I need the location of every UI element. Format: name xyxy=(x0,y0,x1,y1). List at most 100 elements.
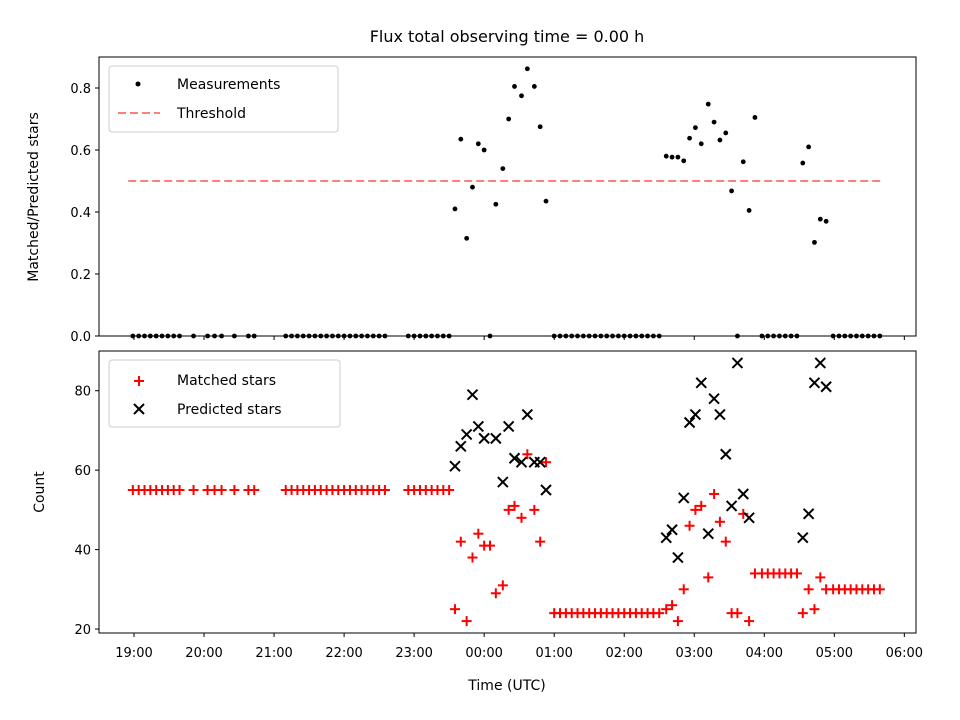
legend-predicted-marker xyxy=(133,403,145,415)
bottom-marks xyxy=(127,357,885,627)
matched-star-point xyxy=(672,616,683,627)
predicted-star-point xyxy=(720,448,732,460)
matched-star-point xyxy=(815,572,826,583)
matched-star-point xyxy=(661,604,672,615)
matched-star-point xyxy=(797,608,808,619)
measurement-point xyxy=(452,206,458,212)
predicted-star-point xyxy=(515,456,528,468)
measurement-point xyxy=(698,141,704,147)
predicted-star-point xyxy=(731,357,744,369)
predicted-star-b xyxy=(720,448,732,460)
top-legend[interactable]: Measurements Threshold xyxy=(108,65,339,133)
matched-star-point xyxy=(703,572,714,583)
matched-star-point xyxy=(444,485,455,496)
matched-star-point xyxy=(449,604,460,615)
predicted-star-b xyxy=(714,408,726,421)
predicted-star-point xyxy=(508,452,521,464)
predicted-star-point xyxy=(497,476,509,488)
predicted-star-b xyxy=(502,420,515,433)
predicted-star-b xyxy=(820,381,832,393)
matched-star-point xyxy=(216,485,227,496)
predicted-star-point xyxy=(725,500,738,512)
matched-star-point xyxy=(803,584,814,595)
bottom-legend-box xyxy=(108,359,341,428)
measurement-point xyxy=(746,208,752,213)
predicted-star-point xyxy=(534,456,546,468)
measurement-point xyxy=(475,141,481,147)
measurement-point xyxy=(464,235,470,241)
predicted-star-point xyxy=(466,388,479,401)
x-tick-label: 22:00 xyxy=(325,646,362,661)
measurement-point xyxy=(752,115,758,120)
predicted-star-point xyxy=(502,420,515,433)
matched-star-point xyxy=(229,485,240,496)
predicted-star-b xyxy=(666,524,678,536)
x-tick-label: 06:00 xyxy=(886,646,923,661)
predicted-star-point xyxy=(689,408,702,421)
matched-star-point xyxy=(678,584,689,595)
predicted-star-b xyxy=(508,452,521,464)
legend-matched-marker xyxy=(134,376,144,386)
predicted-star-point xyxy=(660,531,672,544)
measurement-point xyxy=(687,135,692,141)
matched-star-point xyxy=(709,488,720,499)
x-axis-label: Time (UTC) xyxy=(467,678,545,694)
bottom-panel: 19:00 20:00 21:00 22:00 23:00 00:00 01:00 02:00… xyxy=(32,350,923,694)
predicted-star-b xyxy=(695,377,707,389)
top-y-tick-label: 0.0 xyxy=(70,330,91,345)
bottom-legend[interactable]: Matched stars Predicted stars xyxy=(108,359,341,428)
predicted-star-b xyxy=(678,492,690,504)
predicted-star-b xyxy=(737,488,749,500)
matched-star-point xyxy=(809,604,820,615)
measurement-point xyxy=(740,159,746,165)
bottom-y-tick-label: 20 xyxy=(74,623,91,638)
x-tick-label: 02:00 xyxy=(605,646,642,661)
matched-star-point xyxy=(503,504,514,515)
predicted-star-b xyxy=(478,432,490,445)
measurement-point xyxy=(470,184,475,190)
measurement-point xyxy=(675,154,681,160)
top-axes-frame xyxy=(98,56,917,337)
predicted-star-b xyxy=(702,527,714,540)
x-tick-label: 03:00 xyxy=(676,646,713,661)
x-tick-label: 21:00 xyxy=(255,646,292,661)
measurement-point xyxy=(506,116,512,122)
predicted-star-b xyxy=(466,388,479,401)
bottom-y-axis-label: Count xyxy=(32,471,48,513)
matched-star-point xyxy=(490,588,501,599)
measurement-point xyxy=(663,153,669,159)
top-y-axis-label: Matched/Predicted stars xyxy=(26,112,42,282)
matched-star-point xyxy=(249,485,260,496)
predicted-star-point xyxy=(820,381,832,393)
legend-measurements-label: Measurements xyxy=(177,77,280,93)
measurement-point xyxy=(806,144,812,150)
predicted-star-b xyxy=(540,484,552,496)
predicted-star-point xyxy=(708,392,720,405)
predicted-star-point xyxy=(808,377,821,389)
measurement-point xyxy=(817,216,823,222)
bottom-y-tick-label: 60 xyxy=(74,464,91,479)
legend-measurements-marker xyxy=(135,81,141,87)
measurement-point xyxy=(543,198,549,204)
matched-star-point xyxy=(690,504,701,515)
bottom-axes-frame xyxy=(98,350,917,634)
predicted-star-point xyxy=(695,377,707,389)
predicted-star-point xyxy=(472,420,485,433)
bottom-y-tick-label: 40 xyxy=(74,544,91,559)
predicted-star-b xyxy=(802,508,815,520)
predicted-star-b xyxy=(808,377,821,389)
predicted-star-b xyxy=(490,432,502,445)
measurement-point xyxy=(729,188,734,194)
measurement-point xyxy=(711,119,717,125)
predicted-star-point xyxy=(666,524,678,536)
matched-star-point xyxy=(732,608,743,619)
predicted-star-b xyxy=(731,357,744,369)
measurement-point xyxy=(723,130,729,136)
matched-star-point xyxy=(461,616,472,627)
predicted-star-point xyxy=(540,484,552,496)
matched-star-point xyxy=(535,536,546,547)
predicted-star-b xyxy=(708,392,720,405)
x-tick-label: 00:00 xyxy=(465,646,502,661)
legend-matched-label: Matched stars xyxy=(177,373,276,389)
predicted-star-point xyxy=(702,527,714,540)
